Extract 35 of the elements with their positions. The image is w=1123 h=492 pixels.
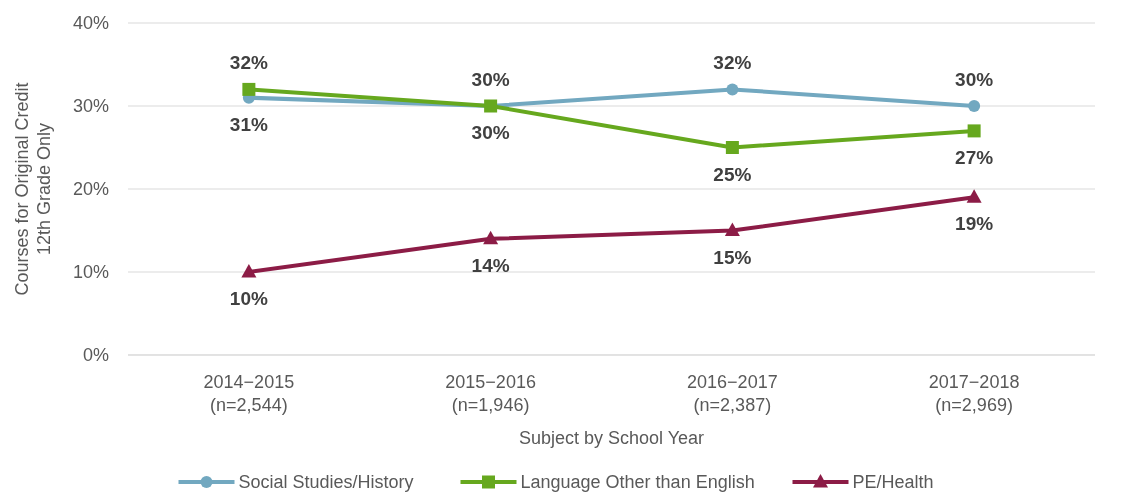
point [724,222,740,236]
x-tick-label: 2017−2018 (n=2,969) [928,372,1020,415]
point [725,141,739,154]
data-label: 32% [229,52,268,74]
y-tick-label: 0% [82,345,109,366]
point [966,189,982,203]
y-tick-label: 30% [72,96,109,117]
point [967,124,981,138]
legend-label: Language Other than English [520,472,755,492]
data-label: 19% [955,213,994,235]
point [726,83,739,96]
x-tick-label: 2016−2017 (n=2,387) [687,372,778,415]
data-label: 31% [229,113,268,135]
point [242,82,256,96]
data-label: 30% [471,69,510,90]
y-tick-label: 10% [72,262,109,283]
data-label: 14% [471,254,510,276]
point [483,230,499,245]
data-label: 30% [471,122,510,143]
y-tick-label: 40% [72,13,109,34]
legend-label: PE/Health [852,472,934,492]
point [241,264,257,278]
x-axis-title: Subject by School Year [518,428,705,448]
x-tick-label: 2014−2015 (n=2,544) [203,372,295,415]
x-tick-label: 2015−2016 (n=1,946) [445,372,536,415]
legend-label: Social Studies/History [238,472,414,492]
data-label: 27% [955,146,994,168]
data-label: 15% [713,246,752,268]
data-label: 10% [229,288,268,309]
point [968,100,981,112]
data-label: 32% [713,52,752,74]
y-axis-title: Courses for Original Credit 12th Grade Only [12,82,54,296]
y-tick-label: 20% [72,179,109,200]
data-label: 30% [955,69,994,90]
data-label: 25% [713,163,752,185]
